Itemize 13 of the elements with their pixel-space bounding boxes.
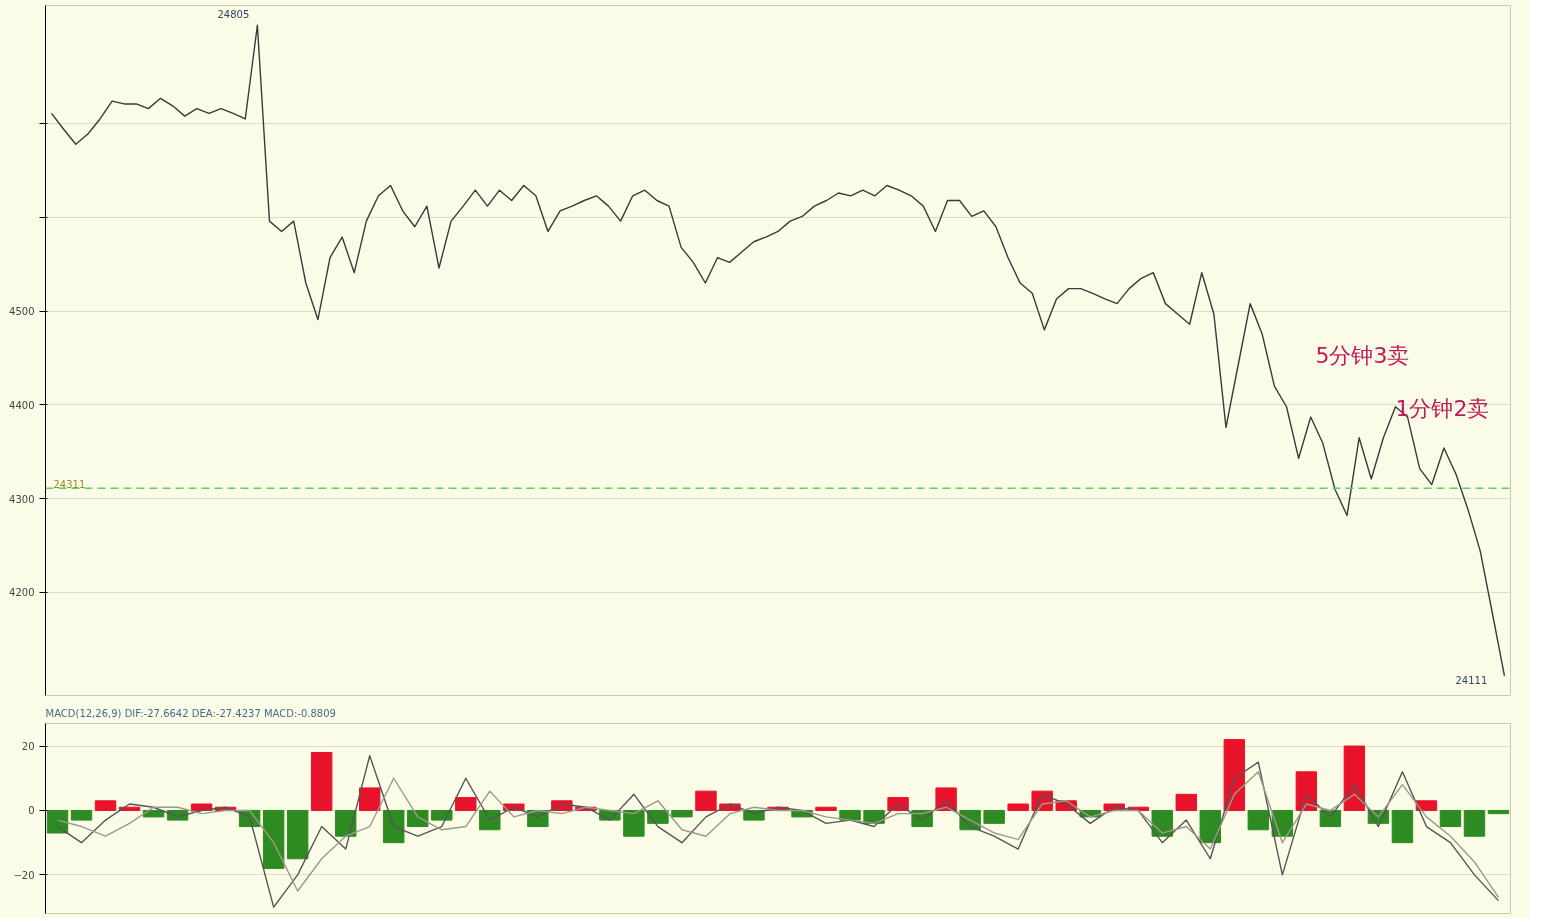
annotation: 24111 — [1455, 674, 1488, 686]
annotation: 24311 — [53, 478, 86, 490]
annotation: 24805 — [217, 8, 250, 20]
y-tick-label: 4500 — [9, 306, 35, 318]
y-tick-label: 20 — [21, 741, 35, 753]
y-tick-label: −20 — [13, 869, 35, 881]
y-tick-label: 4300 — [9, 493, 35, 505]
y-tick-label: 4400 — [9, 399, 35, 411]
y-tick-label: 4200 — [9, 587, 35, 599]
chart-title: MACD(12,26,9) DIF:-27.6642 DEA:-27.4237 MACD:-0.8809 — [45, 707, 336, 719]
y-tick-label: 0 — [28, 805, 35, 817]
annotation: 1分钟2卖 — [1395, 395, 1490, 421]
annotation: 5分钟3卖 — [1315, 342, 1410, 368]
